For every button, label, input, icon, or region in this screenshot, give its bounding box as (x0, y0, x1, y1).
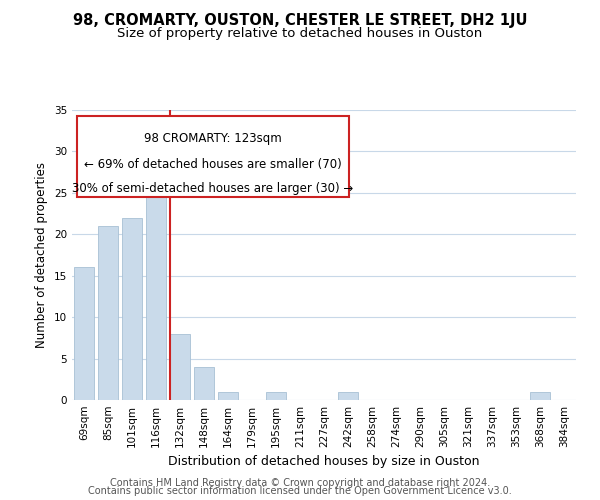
X-axis label: Distribution of detached houses by size in Ouston: Distribution of detached houses by size … (168, 456, 480, 468)
Bar (530, 392, 550, 400)
Bar (122, 218, 142, 400)
Bar (194, 367, 214, 400)
Text: ← 69% of detached houses are smaller (70): ← 69% of detached houses are smaller (70… (84, 158, 342, 171)
Text: Size of property relative to detached houses in Ouston: Size of property relative to detached ho… (118, 28, 482, 40)
Bar (74, 268, 94, 400)
Y-axis label: Number of detached properties: Number of detached properties (35, 162, 49, 348)
Bar (98, 226, 118, 400)
FancyBboxPatch shape (77, 116, 349, 197)
Text: 98, CROMARTY, OUSTON, CHESTER LE STREET, DH2 1JU: 98, CROMARTY, OUSTON, CHESTER LE STREET,… (73, 12, 527, 28)
Bar (338, 392, 358, 400)
Text: 98 CROMARTY: 123sqm: 98 CROMARTY: 123sqm (144, 132, 282, 145)
Bar (170, 334, 190, 400)
Bar (218, 392, 238, 400)
Text: Contains public sector information licensed under the Open Government Licence v3: Contains public sector information licen… (88, 486, 512, 496)
Bar (146, 176, 166, 400)
Text: 30% of semi-detached houses are larger (30) →: 30% of semi-detached houses are larger (… (73, 182, 354, 196)
Text: Contains HM Land Registry data © Crown copyright and database right 2024.: Contains HM Land Registry data © Crown c… (110, 478, 490, 488)
Bar (266, 392, 286, 400)
